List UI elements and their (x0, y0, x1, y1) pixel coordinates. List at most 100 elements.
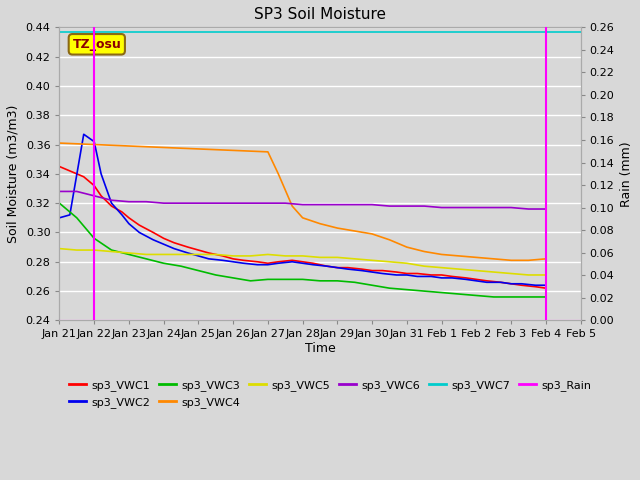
sp3_VWC3 (316, 278, 324, 284)
sp3_VWC6 (438, 204, 445, 210)
Line: sp3_VWC6: sp3_VWC6 (60, 192, 546, 209)
sp3_VWC1 (448, 274, 456, 279)
sp3_VWC1 (368, 268, 376, 274)
sp3_VWC1 (97, 193, 105, 199)
sp3_VWC6 (386, 203, 394, 209)
Y-axis label: Soil Moisture (m3/m3): Soil Moisture (m3/m3) (7, 105, 20, 243)
sp3_VWC2 (170, 246, 178, 252)
sp3_VWC1 (219, 253, 227, 259)
sp3_VWC6 (246, 200, 254, 206)
sp3_VWC1 (333, 265, 341, 271)
sp3_VWC2 (264, 262, 272, 267)
sp3_VWC2 (125, 221, 132, 227)
sp3_VWC6 (282, 200, 289, 206)
sp3_VWC4 (125, 143, 132, 149)
X-axis label: Time: Time (305, 342, 335, 355)
sp3_VWC4 (275, 171, 282, 177)
sp3_VWC2 (90, 139, 98, 144)
sp3_VWC4 (90, 142, 98, 147)
sp3_VWC7 (542, 29, 550, 35)
sp3_VWC2 (428, 274, 435, 279)
sp3_VWC1 (392, 269, 400, 275)
sp3_VWC5 (420, 264, 428, 269)
sp3_VWC7 (229, 29, 237, 35)
sp3_VWC3 (455, 291, 463, 297)
sp3_VWC2 (542, 282, 550, 288)
sp3_VWC3 (420, 288, 428, 294)
sp3_VWC3 (525, 294, 532, 300)
sp3_VWC1 (240, 257, 248, 263)
sp3_VWC2 (229, 259, 237, 264)
sp3_VWC2 (462, 276, 470, 282)
sp3_VWC4 (289, 203, 296, 209)
sp3_VWC7 (403, 29, 411, 35)
sp3_VWC1 (532, 284, 540, 289)
sp3_VWC5 (212, 252, 220, 257)
sp3_VWC2 (309, 262, 317, 267)
sp3_VWC4 (264, 149, 272, 155)
sp3_VWC2 (518, 281, 525, 287)
sp3_VWC1 (108, 203, 115, 209)
sp3_VWC3 (403, 287, 411, 292)
sp3_VWC4 (368, 231, 376, 237)
Line: sp3_VWC3: sp3_VWC3 (60, 203, 546, 297)
sp3_VWC2 (392, 272, 400, 278)
sp3_VWC2 (56, 215, 63, 221)
sp3_VWC2 (240, 260, 248, 266)
sp3_VWC1 (170, 240, 178, 246)
sp3_VWC4 (508, 257, 515, 263)
sp3_VWC1 (403, 271, 411, 276)
sp3_VWC3 (143, 256, 150, 262)
sp3_VWC2 (532, 282, 540, 288)
sp3_VWC1 (483, 278, 491, 284)
Line: sp3_VWC1: sp3_VWC1 (60, 167, 546, 288)
sp3_VWC1 (542, 285, 550, 291)
sp3_VWC1 (253, 259, 261, 264)
sp3_VWC2 (219, 257, 227, 263)
Text: TZ_osu: TZ_osu (72, 38, 121, 51)
Legend: sp3_VWC1, sp3_VWC2, sp3_VWC3, sp3_VWC4, sp3_VWC5, sp3_VWC6, sp3_VWC7, sp3_Rain: sp3_VWC1, sp3_VWC2, sp3_VWC3, sp3_VWC4, … (65, 376, 596, 412)
sp3_VWC3 (160, 260, 168, 266)
Y-axis label: Rain (mm): Rain (mm) (620, 141, 633, 207)
sp3_VWC2 (358, 268, 365, 274)
sp3_VWC3 (299, 276, 307, 282)
sp3_VWC1 (195, 247, 202, 253)
sp3_VWC4 (195, 146, 202, 152)
sp3_VWC4 (420, 249, 428, 254)
sp3_VWC7 (56, 29, 63, 35)
sp3_VWC2 (205, 256, 212, 262)
sp3_VWC1 (149, 229, 157, 235)
sp3_VWC5 (56, 246, 63, 252)
sp3_VWC1 (344, 265, 351, 271)
sp3_VWC3 (264, 276, 272, 282)
sp3_VWC6 (56, 189, 63, 194)
sp3_VWC6 (90, 193, 98, 199)
sp3_VWC2 (136, 229, 143, 235)
sp3_VWC5 (403, 260, 411, 266)
sp3_VWC1 (275, 259, 282, 264)
sp3_VWC3 (73, 215, 81, 221)
sp3_VWC2 (368, 269, 376, 275)
sp3_VWC6 (160, 200, 168, 206)
sp3_VWC1 (160, 236, 168, 241)
sp3_VWC1 (472, 276, 480, 282)
sp3_VWC1 (184, 244, 192, 250)
sp3_VWC3 (56, 200, 63, 206)
sp3_VWC1 (462, 275, 470, 281)
sp3_VWC6 (490, 204, 497, 210)
sp3_VWC2 (253, 262, 261, 267)
sp3_VWC6 (368, 202, 376, 207)
sp3_VWC5 (73, 247, 81, 253)
sp3_VWC2 (108, 200, 115, 206)
sp3_VWC2 (403, 272, 411, 278)
sp3_VWC1 (508, 281, 515, 287)
sp3_VWC4 (333, 225, 341, 231)
sp3_VWC4 (472, 254, 480, 260)
sp3_VWC1 (413, 271, 421, 276)
sp3_VWC5 (299, 253, 307, 259)
sp3_VWC1 (125, 215, 132, 221)
sp3_VWC6 (177, 200, 185, 206)
sp3_VWC2 (323, 264, 331, 269)
sp3_VWC4 (438, 252, 445, 257)
Line: sp3_VWC5: sp3_VWC5 (60, 249, 546, 275)
